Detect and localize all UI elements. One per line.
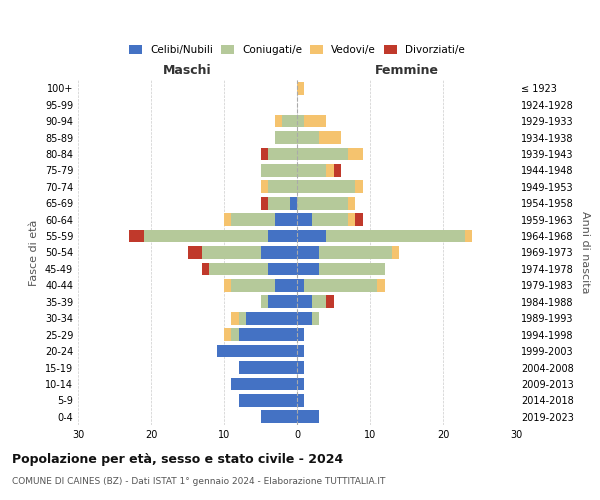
Y-axis label: Anni di nascita: Anni di nascita [580,211,590,294]
Bar [268,180,297,193]
Bar [224,213,232,226]
Bar [232,378,297,390]
Bar [297,394,304,407]
Bar [268,262,297,276]
Bar [311,312,319,324]
Bar [290,197,297,209]
Bar [297,296,311,308]
Bar [239,328,297,341]
Bar [334,164,341,177]
Bar [260,180,268,193]
Bar [297,213,311,226]
Bar [268,296,297,308]
Bar [209,262,268,276]
Bar [268,230,297,242]
Text: Popolazione per età, sesso e stato civile - 2024: Popolazione per età, sesso e stato civil… [12,452,343,466]
Bar [297,246,319,259]
Bar [355,213,362,226]
Text: Femmine: Femmine [374,64,439,76]
Bar [297,82,304,94]
Bar [129,230,144,242]
Bar [297,328,304,341]
Bar [348,213,355,226]
Bar [224,328,232,341]
Text: Maschi: Maschi [163,64,212,76]
Legend: Celibi/Nubili, Coniugati/e, Vedovi/e, Divorziati/e: Celibi/Nubili, Coniugati/e, Vedovi/e, Di… [125,40,469,59]
Bar [297,230,326,242]
Bar [297,344,304,358]
Bar [311,213,348,226]
Bar [297,410,319,423]
Bar [232,328,239,341]
Text: COMUNE DI CAINES (BZ) - Dati ISTAT 1° gennaio 2024 - Elaborazione TUTTITALIA.IT: COMUNE DI CAINES (BZ) - Dati ISTAT 1° ge… [12,478,385,486]
Bar [239,312,246,324]
Bar [202,246,260,259]
Bar [297,262,319,276]
Bar [297,148,348,160]
Bar [232,312,239,324]
Bar [232,279,275,292]
Bar [224,279,232,292]
Bar [217,344,297,358]
Bar [275,279,297,292]
Bar [260,148,268,160]
Bar [144,230,268,242]
Bar [260,164,297,177]
Bar [348,148,363,160]
Bar [202,262,209,276]
Bar [275,131,297,144]
Bar [268,148,297,160]
Bar [260,197,268,209]
Bar [355,180,362,193]
Bar [297,279,304,292]
Bar [377,279,385,292]
Bar [311,296,326,308]
Bar [268,197,290,209]
Bar [304,279,377,292]
Bar [283,114,297,128]
Bar [319,131,341,144]
Y-axis label: Fasce di età: Fasce di età [29,220,39,286]
Bar [319,262,385,276]
Bar [260,410,297,423]
Bar [239,361,297,374]
Bar [326,230,465,242]
Bar [232,213,275,226]
Bar [260,246,297,259]
Bar [297,180,355,193]
Bar [326,296,334,308]
Bar [297,114,304,128]
Bar [326,164,334,177]
Bar [239,394,297,407]
Bar [297,197,348,209]
Bar [304,114,326,128]
Bar [297,378,304,390]
Bar [465,230,472,242]
Bar [246,312,297,324]
Bar [275,213,297,226]
Bar [275,114,283,128]
Bar [392,246,399,259]
Bar [188,246,202,259]
Bar [319,246,392,259]
Bar [297,312,311,324]
Bar [348,197,355,209]
Bar [297,164,326,177]
Bar [260,296,268,308]
Bar [297,131,319,144]
Bar [297,361,304,374]
